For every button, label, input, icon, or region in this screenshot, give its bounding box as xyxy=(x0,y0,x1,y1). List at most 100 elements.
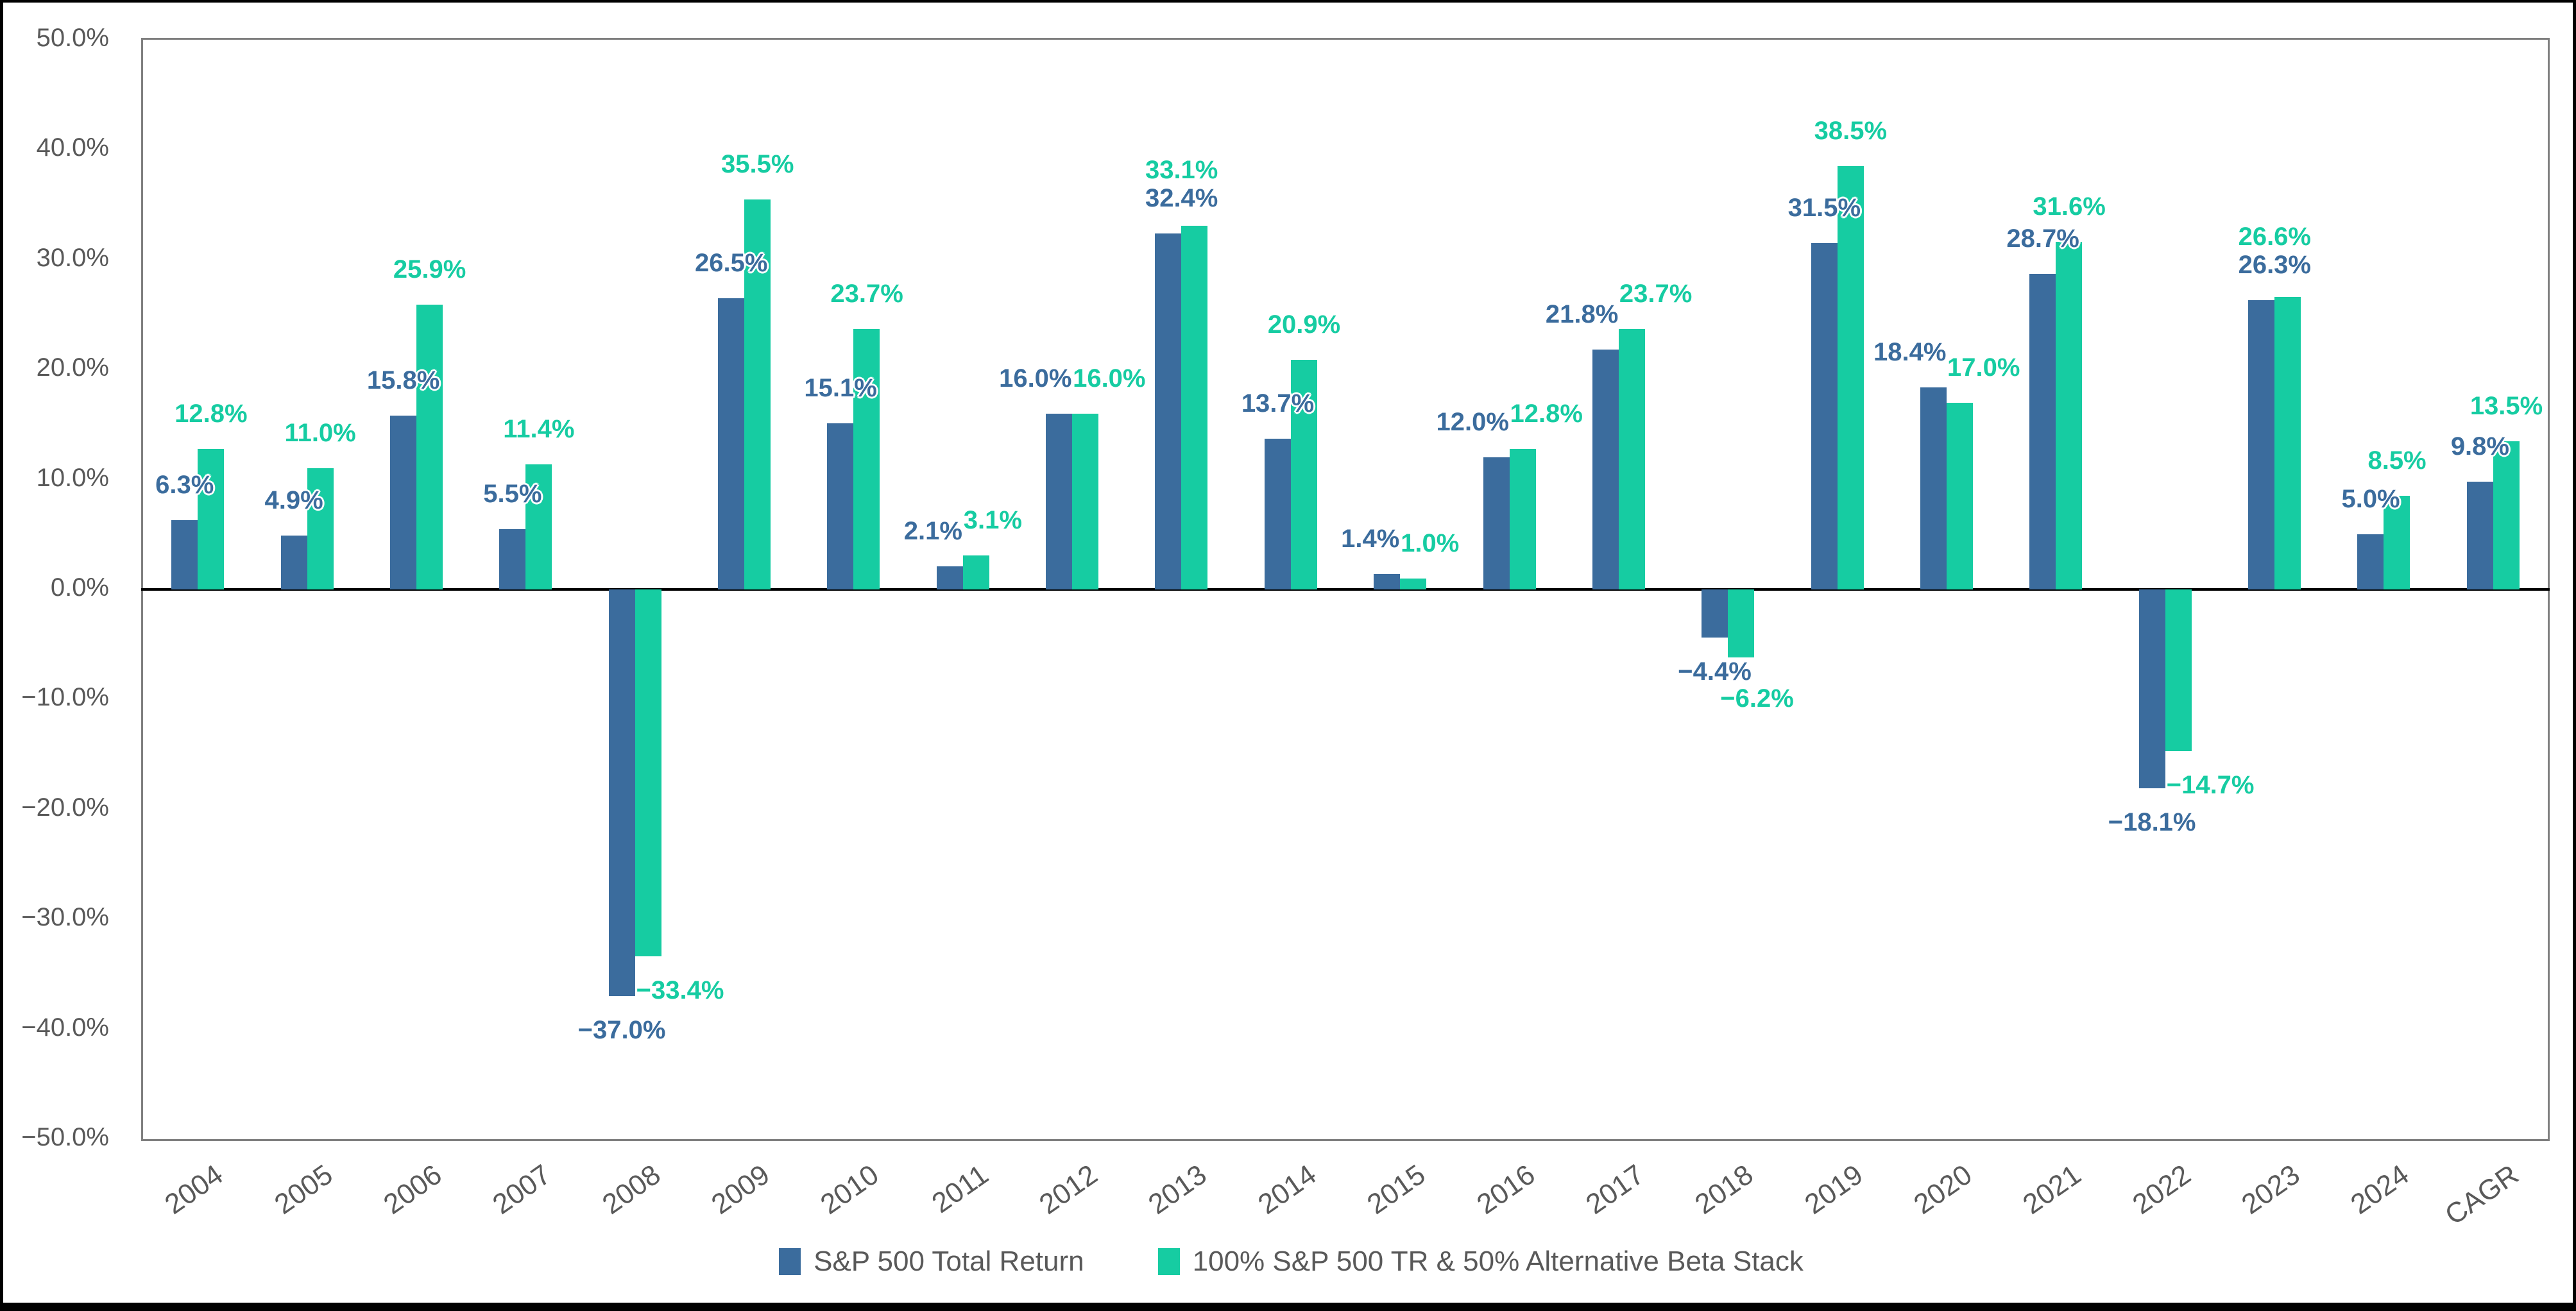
bar-2013-beta-stack xyxy=(1181,225,1208,589)
bar-2005-beta-stack xyxy=(307,468,334,589)
data-label-2013-beta-stack: 33.1% xyxy=(1145,155,1218,184)
bar-2015-beta-stack xyxy=(1400,578,1427,589)
bar-2019-sp500 xyxy=(1811,243,1838,589)
y-tick-label: 20.0% xyxy=(36,353,109,382)
data-label-2010-sp500: 15.1% xyxy=(804,374,877,403)
bar-2010-beta-stack xyxy=(853,328,880,589)
bar-2018-beta-stack xyxy=(1728,589,1755,658)
plot-area: 6.3% 12.8% 4.9% 11.0% 15.8% 25.9% 5.5% 11.4% −37… xyxy=(141,38,2550,1141)
y-tick-label: −40.0% xyxy=(21,1013,109,1042)
bar-2016-beta-stack xyxy=(1509,448,1536,589)
bar-2014-sp500 xyxy=(1264,439,1291,589)
bar-2024-sp500 xyxy=(2357,534,2384,589)
legend-item-beta-stack: 100% S&P 500 TR & 50% Alternative Beta S… xyxy=(1157,1246,1804,1278)
data-label-2020-sp500: 18.4% xyxy=(1873,337,1947,366)
bar-2020-sp500 xyxy=(1920,387,1947,589)
bar-2008-sp500 xyxy=(608,589,635,997)
bar-2007-beta-stack xyxy=(525,464,552,589)
data-label-2016-sp500: 12.0% xyxy=(1436,408,1509,437)
data-label-2014-sp500: 13.7% xyxy=(1241,389,1315,418)
bar-2017-beta-stack xyxy=(1618,328,1645,589)
zero-line xyxy=(141,588,2550,591)
bar-2020-beta-stack xyxy=(1947,402,1973,589)
bar-2009-beta-stack xyxy=(744,199,771,589)
data-label-2006-sp500: 15.8% xyxy=(366,366,440,395)
data-label-2024-sp500: 5.0% xyxy=(2341,485,2400,514)
data-label-2016-beta-stack: 12.8% xyxy=(1510,399,1583,428)
data-label-2009-sp500: 26.5% xyxy=(695,248,768,277)
data-label-2017-sp500: 21.8% xyxy=(1545,300,1619,329)
data-label-2018-beta-stack: −6.2% xyxy=(1720,684,1794,713)
data-label-2019-beta-stack: 38.5% xyxy=(1814,117,1888,146)
data-label-2004-beta-stack: 12.8% xyxy=(175,399,248,428)
bar-2008-beta-stack xyxy=(635,589,661,957)
data-label-2011-sp500: 2.1% xyxy=(903,517,962,545)
bar-2021-sp500 xyxy=(2029,274,2056,589)
data-label-2009-beta-stack: 35.5% xyxy=(721,149,794,178)
bar-2013-sp500 xyxy=(1155,233,1182,589)
data-label-CAGR-beta-stack: 13.5% xyxy=(2469,391,2543,420)
legend-swatch-green-icon xyxy=(1157,1248,1180,1275)
y-tick-label: 50.0% xyxy=(36,24,109,52)
data-label-2005-sp500: 4.9% xyxy=(264,486,323,514)
data-label-2008-beta-stack: −33.4% xyxy=(636,976,724,1005)
data-label-2007-beta-stack: 11.4% xyxy=(503,414,575,443)
bar-2005-sp500 xyxy=(280,536,307,589)
bar-2018-sp500 xyxy=(1702,589,1728,638)
y-tick-label: 0.0% xyxy=(50,573,109,602)
y-tick-label: −30.0% xyxy=(21,903,109,932)
bar-2024-beta-stack xyxy=(2384,496,2410,589)
bar-2015-sp500 xyxy=(1374,574,1401,589)
y-tick-label: 30.0% xyxy=(36,243,109,272)
data-label-2023-sp500: 26.3% xyxy=(2238,251,2311,280)
y-tick-label: 40.0% xyxy=(36,133,109,162)
data-label-2022-sp500: −18.1% xyxy=(2108,808,2196,837)
bar-2012-sp500 xyxy=(1046,413,1073,589)
y-tick-label: −10.0% xyxy=(21,683,109,712)
bar-2011-sp500 xyxy=(936,566,963,589)
data-label-2011-beta-stack: 3.1% xyxy=(963,505,1022,534)
bar-2022-beta-stack xyxy=(2165,589,2192,751)
data-label-2012-beta-stack: 16.0% xyxy=(1073,364,1146,393)
bar-2023-beta-stack xyxy=(2274,297,2301,589)
bar-2006-sp500 xyxy=(389,416,416,589)
data-label-2023-beta-stack: 26.6% xyxy=(2238,223,2311,251)
bar-2022-sp500 xyxy=(2138,589,2165,789)
data-label-2010-beta-stack: 23.7% xyxy=(830,279,903,308)
data-label-2006-beta-stack: 25.9% xyxy=(393,255,466,284)
legend-item-sp500: S&P 500 Total Return xyxy=(779,1246,1084,1278)
data-label-2021-beta-stack: 31.6% xyxy=(2033,192,2106,221)
bar-2014-beta-stack xyxy=(1290,359,1317,589)
y-tick-label: 10.0% xyxy=(36,463,109,492)
bar-2017-sp500 xyxy=(1592,350,1619,589)
bar-2009-sp500 xyxy=(718,298,744,589)
data-label-2020-beta-stack: 17.0% xyxy=(1947,353,2020,382)
y-tick-label: −20.0% xyxy=(21,793,109,822)
bar-2023-sp500 xyxy=(2248,300,2275,589)
data-label-2007-sp500: 5.5% xyxy=(483,479,542,508)
bar-2021-beta-stack xyxy=(2056,242,2083,589)
data-label-2012-sp500: 16.0% xyxy=(999,364,1072,393)
data-label-2017-beta-stack: 23.7% xyxy=(1619,279,1693,308)
legend: S&P 500 Total Return 100% S&P 500 TR & 5… xyxy=(3,1246,2576,1278)
bar-2011-beta-stack xyxy=(962,555,989,589)
bar-2019-beta-stack xyxy=(1837,166,1864,589)
data-label-2014-beta-stack: 20.9% xyxy=(1267,310,1341,339)
bar-2004-beta-stack xyxy=(198,448,225,589)
data-label-2018-sp500: −4.4% xyxy=(1678,657,1752,686)
legend-label-beta-stack: 100% S&P 500 TR & 50% Alternative Beta S… xyxy=(1192,1246,1804,1277)
bar-2010-sp500 xyxy=(827,423,854,589)
bar-2007-sp500 xyxy=(499,529,526,589)
bar-2006-beta-stack xyxy=(416,305,443,589)
y-tick-label: −50.0% xyxy=(21,1123,109,1151)
data-label-2005-beta-stack: 11.0% xyxy=(284,419,356,448)
data-label-2019-sp500: 31.5% xyxy=(1787,194,1861,223)
legend-label-sp500: S&P 500 Total Return xyxy=(814,1246,1084,1277)
data-label-2021-sp500: 28.7% xyxy=(2006,224,2079,253)
bar-2016-sp500 xyxy=(1483,457,1510,589)
data-label-2008-sp500: −37.0% xyxy=(577,1016,666,1045)
data-label-2004-sp500: 6.3% xyxy=(155,471,214,500)
bar-2012-beta-stack xyxy=(1072,413,1099,589)
bar-CAGR-beta-stack xyxy=(2493,441,2520,589)
